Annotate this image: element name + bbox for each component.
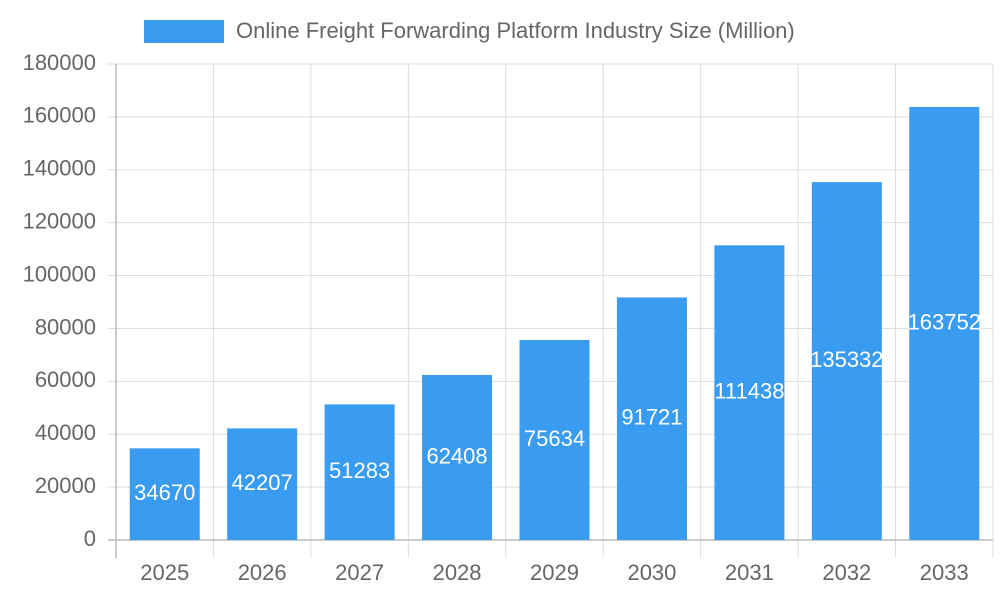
value-label: 34670 [134,480,195,505]
value-label: 135332 [810,347,883,372]
bar [519,339,590,540]
y-tick-label: 60000 [35,367,96,392]
x-tick-label: 2029 [530,560,579,585]
bar [811,182,882,540]
legend-swatch [144,20,224,43]
x-tick-label: 2033 [920,560,969,585]
bar [909,106,980,541]
y-tick-label: 20000 [35,473,96,498]
x-tick-label: 2031 [725,560,774,585]
bar [324,404,395,540]
bar [227,428,298,540]
bar [129,448,200,540]
y-tick-label: 80000 [35,314,96,339]
value-label: 91721 [621,405,682,430]
x-tick-label: 2025 [140,560,189,585]
value-label: 75634 [524,426,585,451]
value-label: 51283 [329,458,390,483]
bar [422,374,493,540]
legend-label: Online Freight Forwarding Platform Indus… [236,18,795,43]
value-label: 42207 [232,470,293,495]
bar [616,297,687,540]
y-tick-label: 160000 [23,103,96,128]
value-label: 163752 [908,309,981,334]
x-tick-label: 2028 [433,560,482,585]
y-tick-label: 40000 [35,420,96,445]
x-tick-label: 2027 [335,560,384,585]
y-tick-label: 120000 [23,208,96,233]
value-label: 111438 [714,378,784,403]
bar [714,245,785,540]
x-tick-label: 2032 [822,560,871,585]
value-label: 62408 [426,443,487,468]
y-tick-label: 180000 [23,50,96,75]
y-tick-label: 140000 [23,156,96,181]
x-tick-label: 2030 [627,560,676,585]
y-tick-label: 0 [84,526,96,551]
x-tick-label: 2026 [238,560,287,585]
y-tick-label: 100000 [23,261,96,286]
